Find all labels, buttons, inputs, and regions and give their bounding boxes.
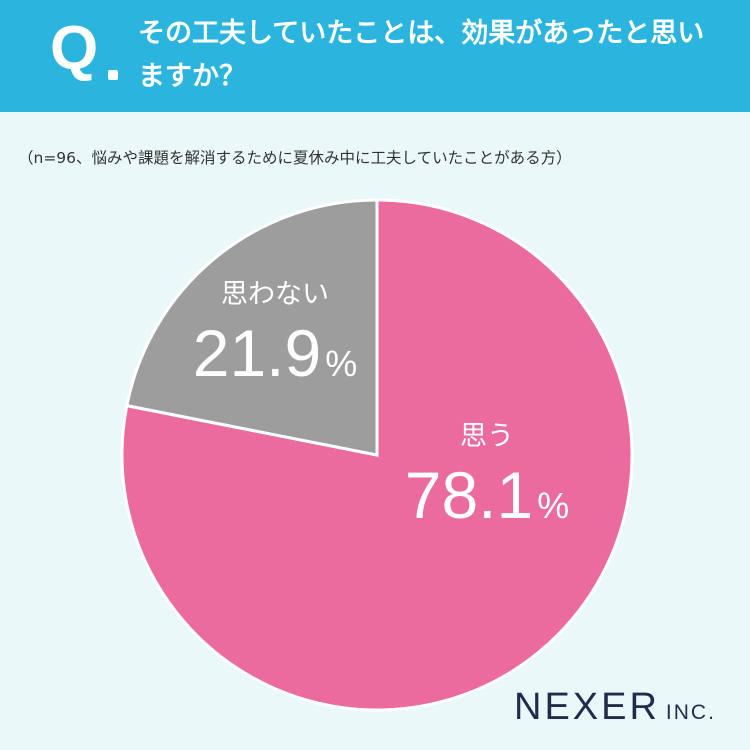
pie-slice-1	[125, 198, 379, 457]
slice-value-0: 78.1%	[405, 458, 569, 532]
pie-slice-0	[120, 198, 634, 712]
sample-note: （n=96、悩みや課題を解消するために夏休み中に工夫していたことがある方）	[18, 149, 572, 167]
slice-value-1: 21.9%	[193, 316, 357, 390]
nexer-logo: NEXER INC.	[514, 686, 716, 729]
question-text: その工夫していたことは、効果があったと思いますか？	[138, 18, 705, 92]
q-mark: Q	[50, 14, 99, 83]
slice-label-1: 思わない	[221, 279, 329, 310]
q-dot	[108, 70, 118, 80]
question-header: Q その工夫していたことは、効果があったと思いますか？	[0, 0, 750, 112]
slice-label-0: 思う	[460, 421, 514, 452]
logo-sub: INC.	[665, 701, 716, 724]
logo-main: NEXER	[514, 686, 660, 728]
